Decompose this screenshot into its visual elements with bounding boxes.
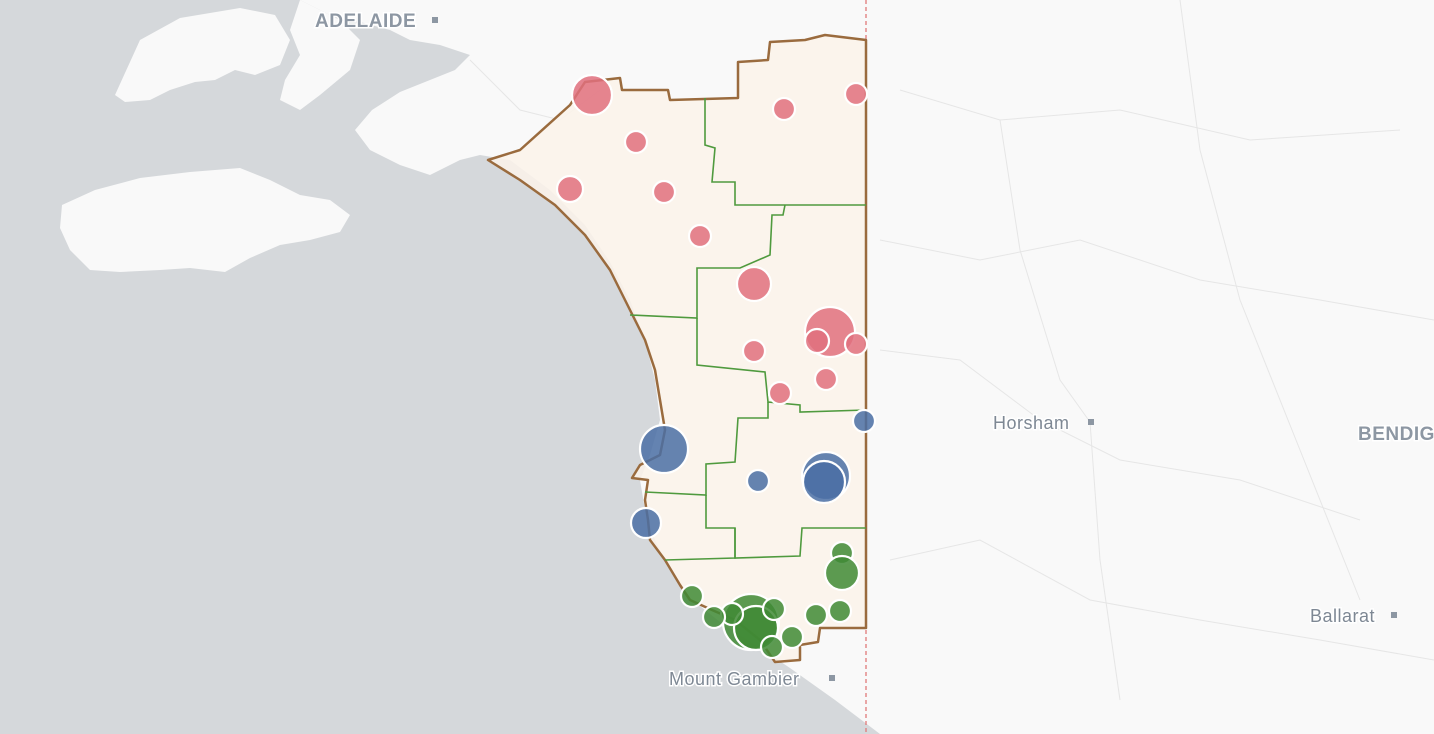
bubble-blue[interactable] [640,425,688,473]
label-adelaide: ADELAIDE [315,11,416,32]
bubble-red[interactable] [689,225,711,247]
bubble-red[interactable] [845,83,867,105]
adelaide-marker [432,17,438,23]
bubble-green[interactable] [781,626,803,648]
bubble-blue[interactable] [803,461,845,503]
bubble-red[interactable] [769,382,791,404]
bubble-blue[interactable] [747,470,769,492]
bubble-red[interactable] [625,131,647,153]
bubble-green[interactable] [681,585,703,607]
bubble-green[interactable] [829,600,851,622]
label-ballarat: Ballarat [1310,606,1375,626]
bubble-blue[interactable] [631,508,661,538]
label-bendigo: BENDIG [1358,424,1434,445]
bubble-green[interactable] [703,606,725,628]
bubble-red[interactable] [743,340,765,362]
bubble-red[interactable] [572,75,612,115]
bubble-green[interactable] [825,556,859,590]
bubble-blue[interactable] [853,410,875,432]
bubble-red[interactable] [773,98,795,120]
bubble-green[interactable] [805,604,827,626]
bubble-green[interactable] [761,636,783,658]
bubble-red[interactable] [845,333,867,355]
bubble-red[interactable] [815,368,837,390]
bubble-red[interactable] [805,329,829,353]
bubble-green[interactable] [763,598,785,620]
label-horsham: Horsham [993,413,1070,433]
mount-gambier-marker [829,675,835,681]
bubble-red[interactable] [737,267,771,301]
bubble-red[interactable] [653,181,675,203]
bubble-red[interactable] [557,176,583,202]
label-mount-gambier: Mount Gambier [669,669,800,689]
ballarat-marker [1391,612,1397,618]
horsham-marker [1088,419,1094,425]
